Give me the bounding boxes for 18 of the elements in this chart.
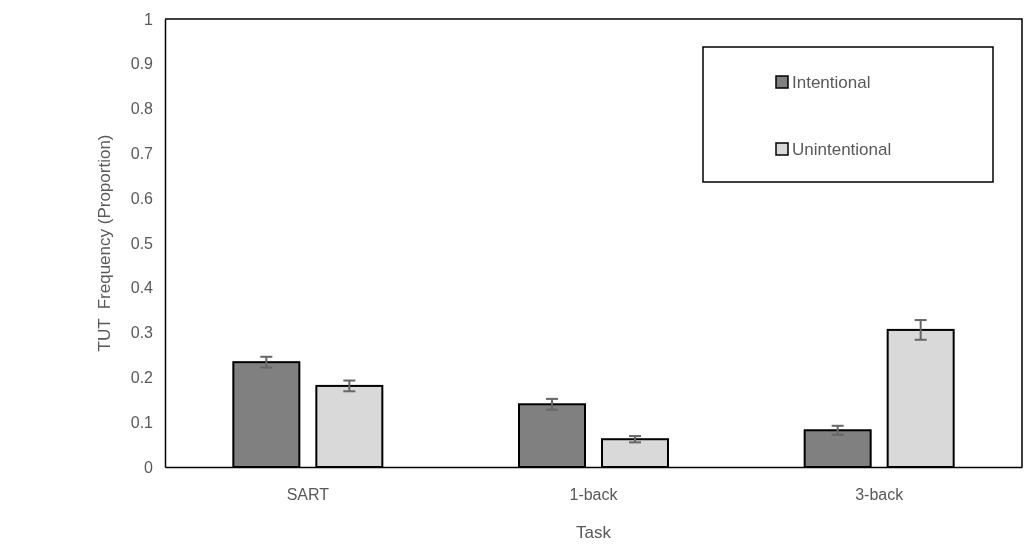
y-tick-label: 0.4 — [130, 279, 154, 297]
y-tick-label: 0.1 — [130, 413, 154, 431]
y-axis-title: TUT Frequency (Proportion) — [95, 134, 114, 352]
legend-label: Intentional — [792, 73, 871, 92]
y-tick-label: 0.2 — [130, 369, 154, 387]
y-tick-label: 0.9 — [130, 55, 154, 73]
y-tick-label: 1 — [144, 10, 154, 28]
x-tick-label: SART — [286, 486, 330, 504]
y-tick-label: 0.6 — [130, 189, 154, 207]
y-tick-label: 0.3 — [130, 324, 154, 342]
legend-label: Unintentional — [792, 140, 892, 159]
y-tick-label: 0 — [144, 458, 154, 476]
y-tick-label: 0.5 — [130, 234, 154, 252]
y-tick-label: 0.8 — [130, 100, 154, 118]
x-tick-label: 1-back — [569, 486, 619, 504]
y-tick-label: 0.7 — [130, 145, 154, 163]
x-tick-label: 3-back — [855, 486, 905, 504]
x-axis-title: Task — [576, 523, 612, 542]
